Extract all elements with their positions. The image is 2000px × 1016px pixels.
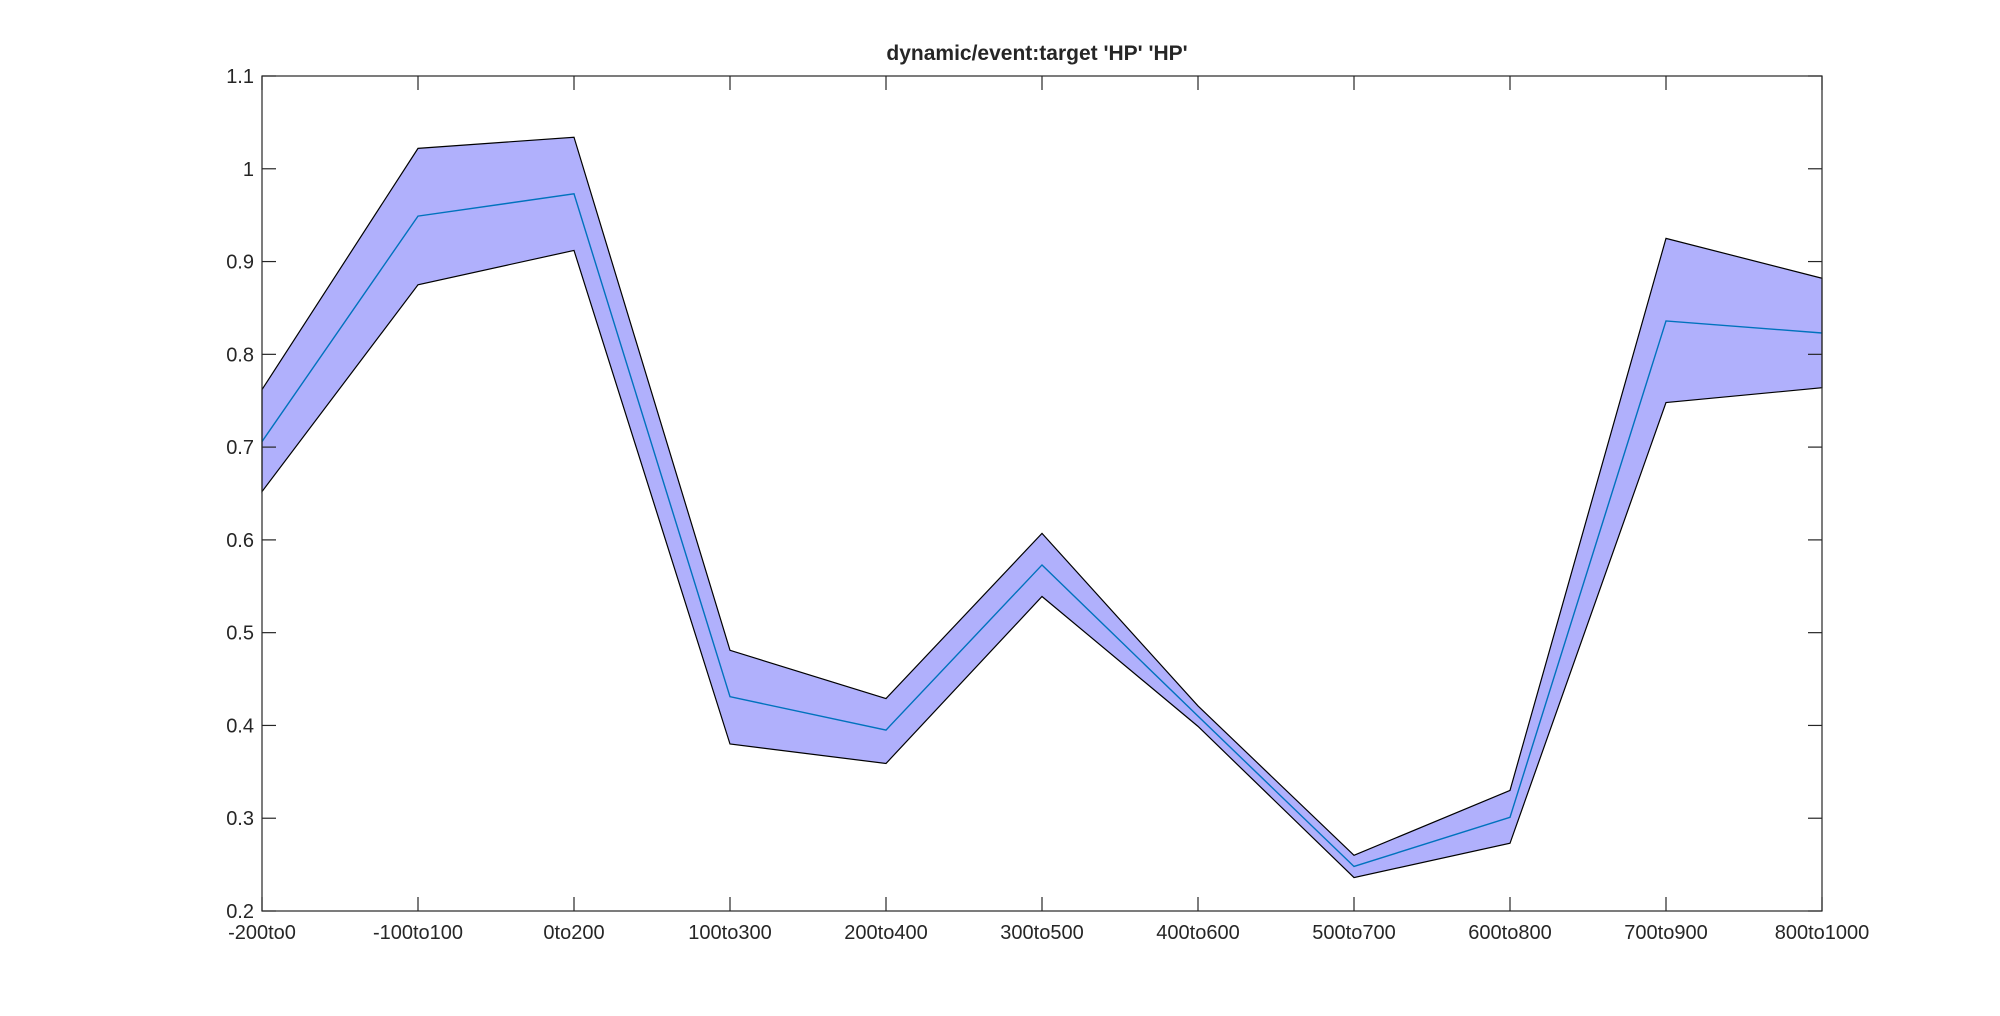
y-tick-label: 0.7 (226, 437, 254, 459)
x-tick-label: 100to300 (688, 922, 771, 944)
y-tick-label: 0.8 (226, 344, 254, 366)
x-tick-label: 300to500 (1000, 922, 1083, 944)
mean-line (261, 193, 1823, 868)
y-tick-label: 0.3 (226, 808, 254, 830)
y-tick-label: 0.9 (226, 252, 254, 274)
y-tick-label: 1 (243, 159, 254, 181)
x-tick-label: 800to1000 (1775, 922, 1870, 944)
x-tick-label: 500to700 (1312, 922, 1395, 944)
x-tick-label: 200to400 (844, 922, 927, 944)
x-tick-label: -200to0 (228, 922, 296, 944)
x-tick-label: 700to900 (1624, 922, 1707, 944)
x-tick-label: 600to800 (1468, 922, 1551, 944)
chart-title: dynamic/event:target 'HP' 'HP' (886, 42, 1187, 65)
y-tick-label: 0.4 (226, 715, 254, 737)
y-tick-label: 0.2 (226, 901, 254, 923)
plot-area: -200to0 -100to100 0to200 100to300 200to400 30… (226, 66, 1869, 944)
y-tick-label: 1.1 (226, 66, 254, 88)
x-tick-label: 0to200 (543, 922, 604, 944)
x-tick-label: -100to100 (373, 922, 463, 944)
y-tick-label: 0.5 (226, 623, 254, 645)
x-tick-label: 400to600 (1156, 922, 1239, 944)
y-tick-label: 0.6 (226, 530, 254, 552)
